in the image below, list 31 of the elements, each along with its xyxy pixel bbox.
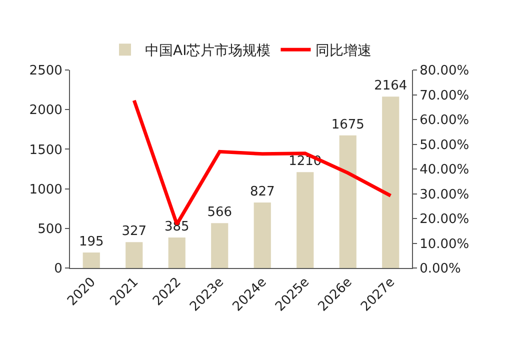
- y2-tick-label: 60.00%: [420, 113, 470, 128]
- y-tick-label: 1500: [29, 142, 62, 158]
- legend-label: 中国AI芯片市场规模: [145, 43, 271, 60]
- legend-label: 同比增速: [316, 43, 372, 60]
- y-tick-label: 2500: [29, 64, 62, 79]
- y2-tick-label: 30.00%: [420, 187, 470, 202]
- bar: [382, 96, 400, 268]
- data-label: 2164: [374, 78, 408, 94]
- y2-tick-label: 10.00%: [420, 236, 470, 252]
- data-label: 327: [122, 224, 147, 240]
- y2-tick-label: 20.00%: [420, 212, 470, 228]
- data-label: 1675: [331, 117, 364, 132]
- y2-tick-label: 80.00%: [420, 64, 470, 79]
- bar: [296, 172, 314, 268]
- y-tick-label: 0: [54, 262, 62, 277]
- bar: [211, 223, 228, 268]
- data-label: 566: [207, 205, 232, 220]
- y2-tick-label: 0.00%: [420, 262, 461, 277]
- y2-tick-label: 70.00%: [420, 88, 470, 104]
- y-tick-label: 500: [38, 222, 62, 237]
- bar: [126, 242, 143, 268]
- bar: [82, 252, 100, 268]
- bar: [168, 238, 186, 268]
- bar: [339, 135, 356, 268]
- data-label: 195: [78, 234, 104, 250]
- bar: [254, 202, 271, 268]
- y-tick-label: 1000: [29, 182, 62, 198]
- y2-tick-label: 40.00%: [420, 162, 470, 178]
- y2-tick-label: 50.00%: [420, 138, 470, 153]
- data-label: 827: [250, 184, 275, 200]
- y-tick-label: 2000: [29, 103, 62, 118]
